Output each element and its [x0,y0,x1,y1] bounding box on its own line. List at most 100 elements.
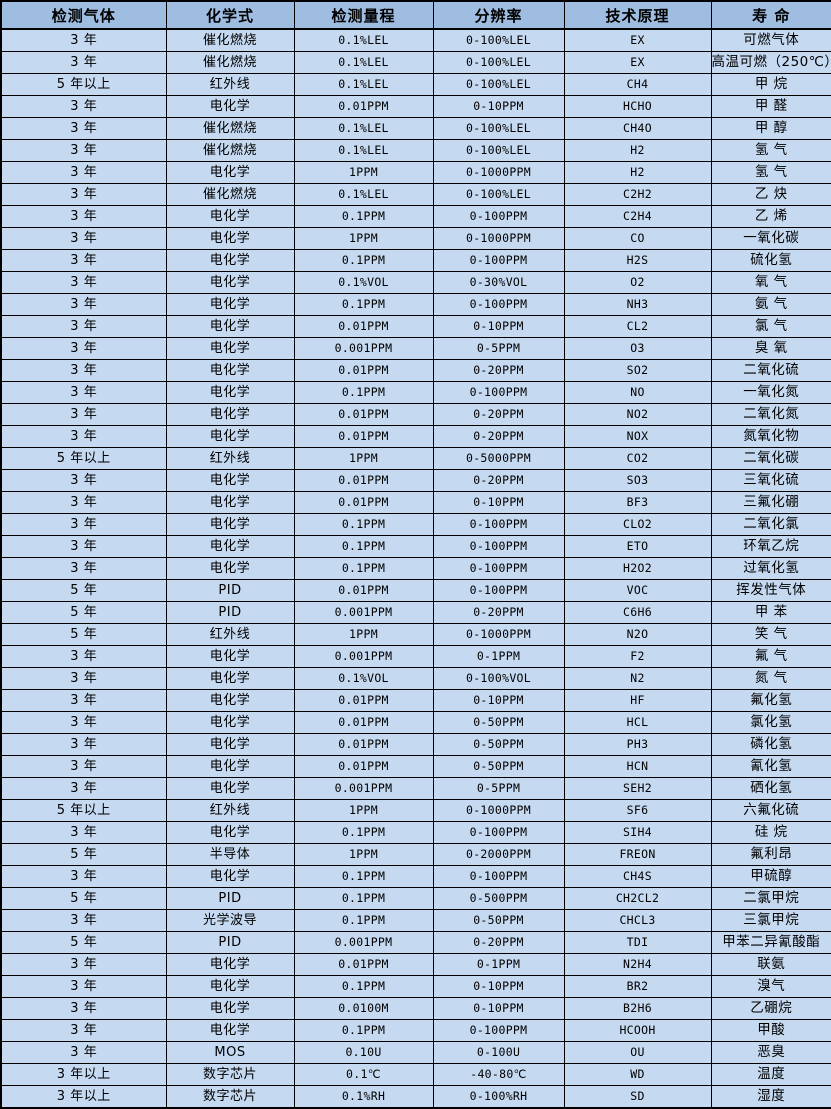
cell-tech: 电化学 [165,161,295,184]
cell-form: H2 [563,139,712,162]
cell-res: 0.01PPM [293,711,434,734]
cell-tech: 催化燃烧 [165,183,295,206]
cell-tech: 电化学 [165,513,295,536]
table-row: 3 年电化学 0.01PPM 0-20PPM SO2 二氧化硫 [0,359,831,382]
cell-form: TDI [563,931,712,954]
cell-life: 5 年 [0,931,167,954]
cell-range: 0-100%LEL [432,139,565,162]
cell-name: 氟化氢 [710,689,831,712]
cell-range: 0-1PPM [432,953,565,976]
cell-form: NH3 [563,293,712,316]
table-row: 3 年电化学 0.1%VOL 0-100%VOL N2 氮 气 [0,667,831,690]
cell-res: 1PPM [293,161,434,184]
cell-name: 三氟化硼 [710,491,831,514]
cell-life: 3 年 [0,205,167,228]
cell-res: 0.1%RH [293,1085,434,1109]
cell-life: 5 年 [0,843,167,866]
cell-tech: 电化学 [165,1019,295,1042]
cell-tech: 电化学 [165,227,295,250]
cell-form: B2H6 [563,997,712,1020]
cell-tech: 电化学 [165,865,295,888]
cell-life: 3 年 [0,161,167,184]
cell-form: HCN [563,755,712,778]
cell-form: N2H4 [563,953,712,976]
table-row: 5 年 PID 0.01PPM 0-100PPM VOC 挥发性气体 [0,579,831,602]
cell-range: 0-50PPM [432,909,565,932]
cell-tech: 电化学 [165,821,295,844]
cell-form: CH2CL2 [563,887,712,910]
cell-name: 氯化氢 [710,711,831,734]
cell-form: EX [563,51,712,74]
table-header-row: 检测气体 化学式 检测量程 分辨率 技术原理 寿 命 [0,0,831,30]
cell-tech: 电化学 [165,711,295,734]
cell-life: 3 年 [0,51,167,74]
table-row: 5 年半导体 1PPM 0-2000PPM FREON 氟利昂 [0,843,831,866]
cell-range: 0-100%LEL [432,28,565,52]
cell-life: 3 年 [0,403,167,426]
cell-form: HCHO [563,95,712,118]
column-header-range: 检测量程 [293,0,434,30]
cell-res: 0.001PPM [293,931,434,954]
cell-tech: 数字芯片 [165,1085,295,1109]
cell-tech: 电化学 [165,293,295,316]
cell-life: 3 年 [0,425,167,448]
cell-range: 0-500PPM [432,887,565,910]
cell-name: 氮 气 [710,667,831,690]
cell-range: 0-100PPM [432,1019,565,1042]
cell-tech: 电化学 [165,667,295,690]
table-row: 3 年电化学 0.01PPM 0-10PPM CL2 氯 气 [0,315,831,338]
table-row: 3 年电化学 0.001PPM 0-1PPM F2 氟 气 [0,645,831,668]
table-row: 3 年电化学 0.1PPM 0-100PPM ETO 环氧乙烷 [0,535,831,558]
cell-range: 0-10PPM [432,315,565,338]
cell-form: CL2 [563,315,712,338]
cell-form: HCL [563,711,712,734]
table-row: 3 年电化学 0.1PPM 0-100PPM CLO2 二氧化氯 [0,513,831,536]
cell-range: 0-100%RH [432,1085,565,1109]
table-row: 3 年电化学 0.1%VOL 0-30%VOL O2 氧 气 [0,271,831,294]
table-row: 3 年以上 数字芯片 0.1%RH 0-100%RH SD 湿度 [0,1085,831,1109]
cell-name: 甲酸 [710,1019,831,1042]
cell-range: 0-50PPM [432,711,565,734]
cell-tech: 红外线 [165,447,295,470]
cell-tech: 电化学 [165,315,295,338]
table-row: 3 年电化学 0.1PPM 0-100PPM CH4S 甲硫醇 [0,865,831,888]
cell-tech: 电化学 [165,95,295,118]
cell-range: 0-20PPM [432,469,565,492]
cell-res: 0.1PPM [293,975,434,998]
cell-name: 溴气 [710,975,831,998]
cell-tech: 催化燃烧 [165,117,295,140]
table-row: 3 年催化燃烧 0.1%LEL 0-100%LEL EX 可燃气体 [0,28,831,52]
cell-range: 0-1000PPM [432,799,565,822]
cell-form: HCOOH [563,1019,712,1042]
cell-life: 3 年 [0,1041,167,1064]
cell-form: H2O2 [563,557,712,580]
cell-name: 三氯甲烷 [710,909,831,932]
cell-life: 3 年 [0,381,167,404]
cell-range: 0-20PPM [432,403,565,426]
cell-life: 5 年 [0,601,167,624]
cell-range: 0-100PPM [432,205,565,228]
cell-life: 3 年 [0,139,167,162]
cell-life: 3 年 [0,315,167,338]
cell-life: 3 年 [0,953,167,976]
cell-tech: 红外线 [165,623,295,646]
cell-range: 0-100PPM [432,513,565,536]
cell-range: 0-100PPM [432,535,565,558]
cell-range: 0-20PPM [432,931,565,954]
cell-name: 甲 醛 [710,95,831,118]
cell-life: 3 年 [0,821,167,844]
cell-name: 硒化氢 [710,777,831,800]
cell-form: SF6 [563,799,712,822]
cell-name: 氢 气 [710,161,831,184]
table-row: 3 年电化学 1PPM 0-1000PPM H2 氢 气 [0,161,831,184]
table-body: 3 年催化燃烧 0.1%LEL 0-100%LEL EX 可燃气体 3 年催化燃烧 0.1%… [0,28,831,1109]
cell-res: 0.01PPM [293,425,434,448]
cell-range: 0-100PPM [432,381,565,404]
cell-form: VOC [563,579,712,602]
cell-res: 0.01PPM [293,95,434,118]
cell-res: 0.1PPM [293,381,434,404]
cell-tech: 电化学 [165,381,295,404]
cell-tech: 电化学 [165,975,295,998]
table-row: 3 年催化燃烧 0.1%LEL 0-100%LEL CH4O 甲 醇 [0,117,831,140]
cell-tech: PID [165,931,295,954]
